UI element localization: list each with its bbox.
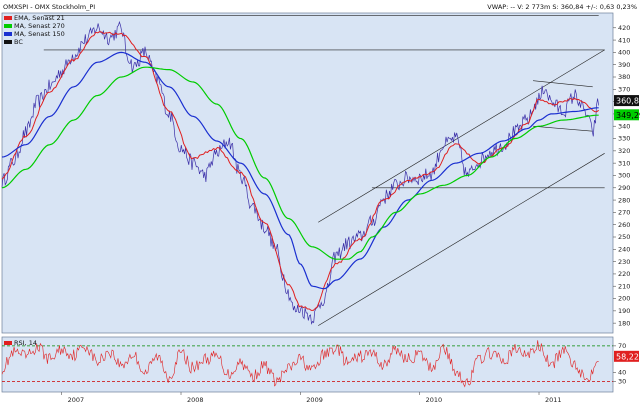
rsi-series [1,340,613,388]
trend-lines [43,15,605,326]
rsi-tick-label: 40 [618,369,626,377]
y-tick-label: 200 [618,295,630,303]
x-axis: 2007 2008 2009 2010 2011 [61,392,562,404]
legend-swatch-ema [4,16,12,20]
value-badges: 360,84 349,29 58,22 [614,95,640,362]
y-tick-label: 290 [618,184,630,192]
y-tick-label: 330 [618,135,630,143]
y-tick-label: 250 [618,233,630,241]
main-legend: EMA, Senast 21 MA, Senast 270 MA, Senast… [4,14,65,46]
vwap-readout: VWAP: -- V: 2 773m S: 360,84 +/-: 0,63 0… [487,3,637,11]
y-tick-label: 420 [618,24,630,32]
rsi-tick-label: 30 [618,378,626,386]
y-tick-label: 300 [618,172,630,180]
y-tick-label: 340 [618,122,630,130]
value-badge-label: 349,29 [616,111,640,120]
y-tick-label: 180 [618,319,630,327]
rsi-line [1,340,599,388]
rsi-plot-area [1,336,614,393]
trend-line [533,80,593,88]
trend-line [318,49,605,223]
x-tick-label: 2011 [545,396,562,404]
value-badge-label: 360,84 [616,97,640,106]
legend-label-rsi: RSI, 14 [14,339,37,347]
ma-150-line [1,51,599,290]
y-tick-label: 370 [618,86,630,94]
legend-label-ma270: MA, Senast 270 [14,22,65,30]
x-tick-label: 2010 [426,396,443,404]
trend-line [533,125,593,132]
chart-title: OMXSPI - OMX Stockholm_PI [3,3,95,11]
y-tick-label: 220 [618,270,630,278]
y-tick-label: 280 [618,196,630,204]
legend-label-ma150: MA, Senast 150 [14,30,65,38]
main-plot-area [1,12,614,334]
value-badge [614,109,639,121]
legend-label-ema: EMA, Senast 21 [14,14,65,22]
value-badge [614,95,639,107]
y-tick-label: 320 [618,147,630,155]
y-axis: 180 190 200 210 220 230 240 250 260 270 280 290 300 3… [613,24,630,327]
x-tick-label: 2007 [68,396,85,404]
y-tick-label: 210 [618,282,630,290]
rsi-legend: RSI, 14 [4,339,37,347]
y-tick-label: 230 [618,258,630,266]
y-tick-label: 190 [618,307,630,315]
value-badge-label: 58,22 [616,352,639,361]
y-tick-label: 410 [618,36,630,44]
legend-swatch-bc [4,40,12,44]
y-tick-label: 390 [618,61,630,69]
y-tick-label: 310 [618,159,630,167]
main-series [1,20,600,325]
y-tick-label: 240 [618,246,630,254]
trend-line [318,153,605,326]
y-tick-label: 270 [618,209,630,217]
legend-swatch-ma270 [4,24,12,28]
x-tick-label: 2009 [306,396,323,404]
y-tick-label: 400 [618,49,630,57]
legend-swatch-rsi [4,341,12,345]
y-tick-label: 260 [618,221,630,229]
legend-label-bc: BC [14,38,23,46]
value-badge [614,350,639,362]
rsi-tick-label: 70 [618,342,626,350]
y-tick-label: 380 [618,73,630,81]
legend-swatch-ma150 [4,32,12,36]
ema-21-line [1,31,599,311]
ma-270-line [1,66,599,260]
x-tick-label: 2008 [187,396,204,404]
